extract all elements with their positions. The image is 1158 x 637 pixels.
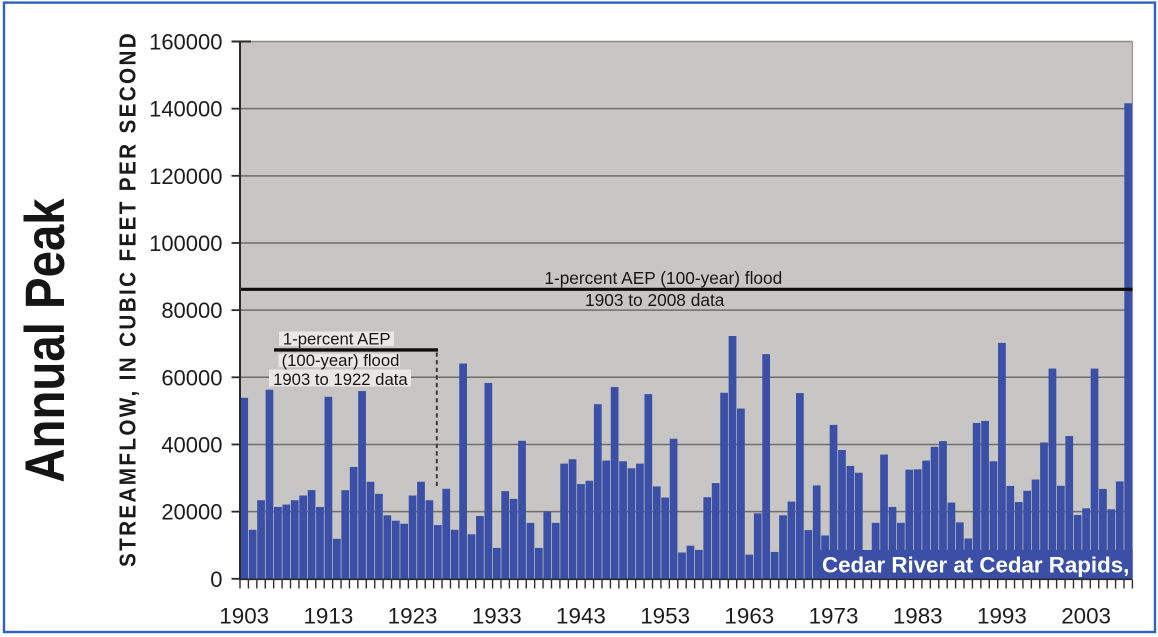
svg-text:1993: 1993 (977, 604, 1027, 629)
svg-text:1903 to 2008 data: 1903 to 2008 data (585, 290, 725, 310)
svg-text:80000: 80000 (161, 298, 222, 323)
svg-text:1913: 1913 (303, 604, 353, 629)
svg-text:40000: 40000 (161, 432, 222, 457)
svg-text:60000: 60000 (161, 365, 222, 390)
svg-text:1933: 1933 (472, 604, 522, 629)
svg-text:140000: 140000 (149, 97, 222, 122)
svg-text:1-percent AEP (100-year) flood: 1-percent AEP (100-year) flood (544, 268, 782, 288)
svg-text:(100-year) flood: (100-year) flood (282, 351, 400, 370)
svg-text:1903 to 1922 data: 1903 to 1922 data (273, 370, 408, 389)
svg-text:1943: 1943 (556, 604, 606, 629)
svg-text:STREAMFLOW, IN CUBIC FEET PER: STREAMFLOW, IN CUBIC FEET PER SECOND (114, 31, 140, 567)
svg-text:1973: 1973 (809, 604, 859, 629)
svg-text:1923: 1923 (388, 604, 438, 629)
svg-text:160000: 160000 (149, 30, 222, 55)
svg-text:1903: 1903 (219, 604, 269, 629)
svg-text:20000: 20000 (161, 500, 222, 525)
svg-text:100000: 100000 (149, 231, 222, 256)
svg-text:1953: 1953 (640, 604, 690, 629)
svg-text:Cedar River at Cedar Rapids,: Cedar River at Cedar Rapids, (822, 553, 1129, 578)
svg-text:120000: 120000 (149, 164, 222, 189)
svg-text:1963: 1963 (724, 604, 774, 629)
svg-text:0: 0 (210, 567, 222, 592)
svg-text:Annual Peak: Annual Peak (13, 198, 76, 482)
svg-text:1-percent AEP: 1-percent AEP (283, 330, 391, 349)
svg-text:2003: 2003 (1061, 604, 1111, 629)
svg-text:1983: 1983 (893, 604, 943, 629)
